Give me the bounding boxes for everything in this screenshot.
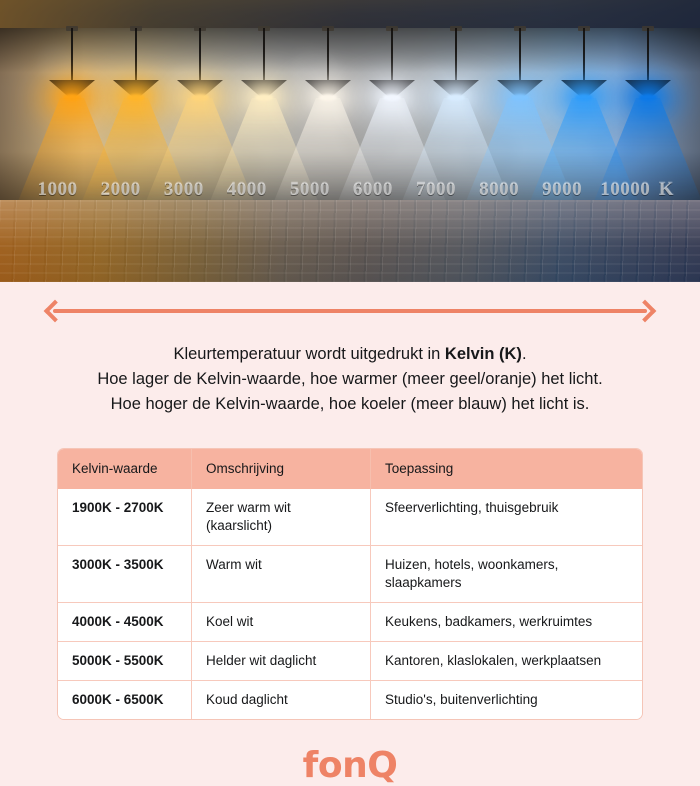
footer: fonQ: [0, 745, 700, 786]
kelvin-table: Kelvin-waarde Omschrijving Toepassing 19…: [57, 448, 643, 720]
intro-line-1-suffix: .: [521, 345, 527, 363]
lamp-cord: [519, 28, 521, 84]
lamp-cord: [391, 28, 393, 84]
lamp-cord: [583, 28, 585, 84]
lamp-bulb: [127, 94, 145, 101]
lamp-bulb: [575, 94, 593, 101]
lamp-cord: [647, 28, 649, 84]
table-header-row: Kelvin-waarde Omschrijving Toepassing: [58, 449, 642, 489]
table-body: 1900K - 2700K Zeer warm wit (kaarslicht) S…: [58, 489, 642, 719]
cell-omschrijving: Warm wit: [191, 546, 370, 602]
cell-omschrijving: Koud daglicht: [191, 681, 370, 719]
kelvin-label-2000: 2000: [100, 179, 141, 200]
fonq-logo[interactable]: fonQ: [302, 745, 398, 786]
table-header-omschrijving: Omschrijving: [191, 449, 370, 489]
floor-color-wash: [0, 200, 700, 282]
cell-toepassing: Huizen, hotels, woonkamers, slaapkamers: [370, 546, 642, 602]
arrow-right-icon: [633, 299, 657, 323]
lamp-cord: [327, 28, 329, 84]
intro-line-2: Hoe lager de Kelvin-waarde, hoe warmer (…: [97, 370, 603, 388]
kelvin-label-10000: 10000: [600, 179, 651, 200]
kelvin-label-1000: 1000: [37, 179, 78, 200]
lamp-bulb: [319, 94, 337, 101]
cell-kelvin: 5000K - 5500K: [72, 653, 164, 668]
lamp-cord: [455, 28, 457, 84]
lamp-bulb: [447, 94, 465, 101]
cell-kelvin: 4000K - 4500K: [72, 614, 164, 629]
table-header-toepassing: Toepassing: [370, 449, 642, 489]
hero-image: 1000 2000 3000 4000 5000 6000 7000 8000 9000 1000…: [0, 0, 700, 282]
cell-kelvin: 6000K - 6500K: [72, 692, 164, 707]
intro-line-1-bold: Kelvin (K): [444, 345, 522, 363]
kelvin-scale: 1000 2000 3000 4000 5000 6000 7000 8000 9000 1000…: [0, 176, 700, 204]
lamp-cord: [71, 28, 73, 84]
cell-toepassing: Studio's, buitenverlichting: [370, 681, 642, 719]
intro-line-1: Kleurtemperatuur wordt uitgedrukt in Kel…: [30, 342, 670, 367]
cell-omschrijving: Helder wit daglicht: [191, 642, 370, 680]
table-row: 3000K - 3500K Warm wit Huizen, hotels, woo…: [58, 545, 642, 602]
kelvin-label-7000: 7000: [416, 179, 456, 200]
lamp-bulb: [255, 94, 273, 101]
intro-line-3: Hoe hoger de Kelvin-waarde, hoe koeler (…: [110, 395, 590, 413]
intro-line-1-prefix: Kleurtemperatuur wordt uitgedrukt in: [173, 345, 445, 363]
kelvin-label-9000: 9000: [542, 179, 583, 200]
kelvin-unit-label: K: [658, 179, 675, 200]
lamp-bulb: [511, 94, 529, 101]
table-row: 5000K - 5500K Helder wit daglicht Kantoren…: [58, 641, 642, 680]
kelvin-label-4000: 4000: [226, 179, 267, 200]
cell-kelvin: 1900K - 2700K: [72, 500, 164, 515]
cell-toepassing: Keukens, badkamers, werkruimtes: [370, 603, 642, 641]
cell-toepassing: Kantoren, klaslokalen, werkplaatsen: [370, 642, 642, 680]
wooden-floor: [0, 200, 700, 282]
cell-omschrijving: Koel wit: [191, 603, 370, 641]
cell-omschrijving: Zeer warm wit (kaarslicht): [191, 489, 370, 545]
lamp-cord: [135, 28, 137, 84]
lamp-bulb: [383, 94, 401, 101]
arrow-line: [53, 309, 647, 313]
kelvin-label-8000: 8000: [479, 179, 520, 200]
kelvin-label-6000: 6000: [352, 179, 393, 200]
temperature-arrow: [43, 296, 657, 326]
lamp-cord: [263, 28, 265, 84]
table-row: 1900K - 2700K Zeer warm wit (kaarslicht) S…: [58, 489, 642, 545]
table-header-kelvin: Kelvin-waarde: [72, 461, 158, 476]
cell-kelvin: 3000K - 3500K: [72, 557, 164, 572]
lamp-bulb: [639, 94, 657, 101]
cell-toepassing: Sfeerverlichting, thuisgebruik: [370, 489, 642, 545]
kelvin-label-3000: 3000: [163, 179, 204, 200]
lamp-bulb: [191, 94, 209, 101]
lamp-bulb: [63, 94, 81, 101]
lamp-cord: [199, 28, 201, 84]
table-row: 4000K - 4500K Koel wit Keukens, badkamers,…: [58, 602, 642, 641]
intro-text: Kleurtemperatuur wordt uitgedrukt in Kel…: [30, 342, 670, 417]
floor-reflection: [0, 200, 700, 282]
content-panel: Kleurtemperatuur wordt uitgedrukt in Kel…: [0, 282, 700, 786]
kelvin-label-5000: 5000: [289, 179, 330, 200]
